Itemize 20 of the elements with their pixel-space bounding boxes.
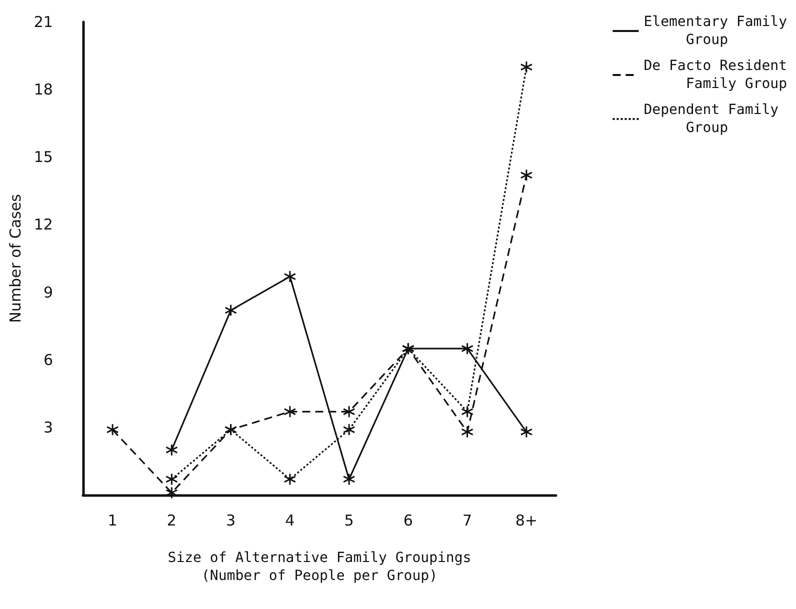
x-tick-label: 5	[344, 512, 354, 530]
y-tick-label: 18	[34, 80, 53, 99]
y-axis-title: Number of Cases	[6, 194, 24, 323]
x-axis-title: Size of Alternative Family Groupings (Number of People per Group)	[168, 550, 472, 584]
y-tick-label: 15	[34, 148, 53, 166]
x-tick-label: 3	[226, 512, 236, 530]
legend-label: Dependent Family Group	[644, 102, 779, 136]
x-tick-label: 6	[403, 512, 413, 530]
x-tick-label: 8+	[515, 512, 538, 530]
y-tick-label: 21	[34, 13, 53, 31]
legend-label: De Facto Resident Family Group	[644, 58, 788, 92]
legend-label: Elementary Family Group	[644, 14, 788, 48]
x-tick-label: 4	[285, 512, 295, 530]
x-tick-label: 1	[108, 512, 118, 530]
x-tick-label: 2	[166, 512, 176, 530]
x-tick-label: 7	[462, 512, 472, 530]
y-tick-label: 12	[34, 216, 53, 234]
y-tick-label: 3	[43, 418, 53, 436]
y-tick-label: 9	[43, 283, 53, 302]
y-tick-label: 6	[43, 350, 53, 369]
